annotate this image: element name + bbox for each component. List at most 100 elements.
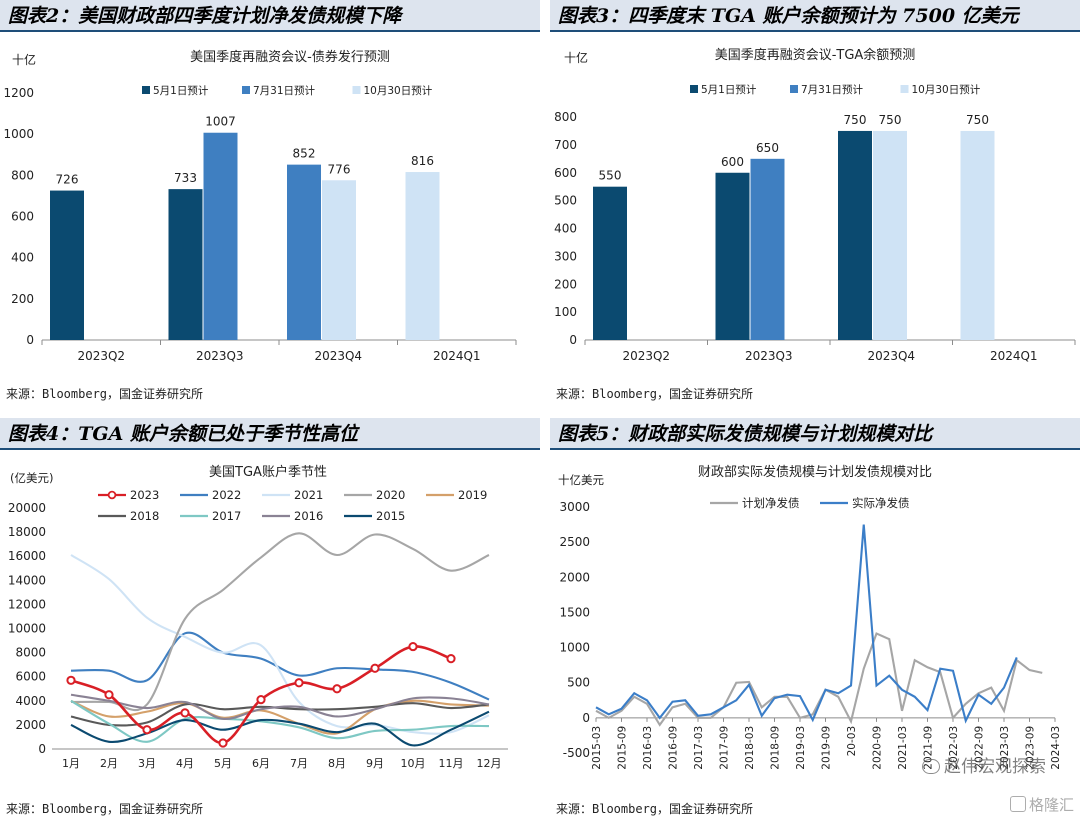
legend-label: 5月1日预计 xyxy=(153,84,209,97)
data-label: 776 xyxy=(328,162,351,176)
data-label: 650 xyxy=(756,141,779,155)
data-point xyxy=(332,684,342,694)
legend-label: 2015 xyxy=(376,509,405,523)
legend-label: 10月30日预计 xyxy=(912,83,981,96)
x-tick-label: 2月 xyxy=(100,757,118,770)
bar xyxy=(593,186,627,340)
legend-label: 计划净发债 xyxy=(742,496,800,510)
wechat-icon xyxy=(922,759,940,774)
y-tick-label: 1500 xyxy=(559,605,590,619)
y-tick-label: 800 xyxy=(11,168,34,182)
x-tick-label: 2024Q1 xyxy=(433,349,481,363)
chart-title: 美国季度再融资会议-TGA余额预测 xyxy=(715,47,916,63)
legend-swatch xyxy=(900,85,909,93)
y-tick-label: -500 xyxy=(563,746,590,760)
y-tick-label: 2500 xyxy=(559,535,590,549)
legend-marker xyxy=(107,490,117,500)
legend-label: 10月30日预计 xyxy=(364,84,433,97)
y-tick-label: 4000 xyxy=(15,694,46,708)
bar xyxy=(322,180,356,340)
unit-label: (亿美元) xyxy=(10,471,53,485)
legend-label: 2017 xyxy=(212,509,241,523)
x-tick-label: 2023-03 xyxy=(999,726,1011,770)
y-tick-label: 3000 xyxy=(559,500,590,514)
source-note: 来源：Bloomberg，国金证券研究所 xyxy=(556,387,754,401)
y-tick-label: 8000 xyxy=(15,646,46,660)
watermark: 赵伟宏观探索 xyxy=(922,752,1046,777)
x-tick-label: 6月 xyxy=(252,757,270,770)
x-tick-label: 2018-03 xyxy=(744,726,756,770)
x-tick-label: 4月 xyxy=(176,757,194,770)
chart-bond-issuance: 美国季度再融资会议-债券发行预测 十亿 5月1日预计 7月31日预计 10月30日预计 0… xyxy=(3,49,517,363)
x-tick-label: 9月 xyxy=(366,757,384,770)
data-point xyxy=(104,690,114,700)
data-label: 733 xyxy=(174,171,197,185)
y-tick-label: 0 xyxy=(582,711,590,725)
y-tick-label: 200 xyxy=(11,292,34,306)
x-tick-label: 2015-09 xyxy=(617,726,629,770)
y-tick-label: 500 xyxy=(554,194,577,208)
legend-swatch xyxy=(690,85,698,93)
y-tick-label: 1000 xyxy=(3,127,34,141)
legend-label: 实际净发债 xyxy=(852,496,910,510)
legend-label: 2022 xyxy=(212,488,241,502)
data-label: 726 xyxy=(56,173,79,187)
data-point xyxy=(370,663,380,673)
x-tick-label: 2016-09 xyxy=(668,726,680,770)
y-tick-label: 2000 xyxy=(15,718,46,732)
unit-label: 十亿 xyxy=(12,52,36,67)
y-tick-label: 10000 xyxy=(8,622,46,636)
series-line-2020 xyxy=(70,532,490,711)
data-point xyxy=(142,725,152,735)
legend-label: 2021 xyxy=(294,488,323,502)
legend-swatch xyxy=(142,86,150,94)
x-tick-label: 20-03 xyxy=(846,726,858,757)
x-tick-label: 2023-09 xyxy=(1025,726,1037,770)
unit-label: 十亿 xyxy=(564,50,588,65)
chart-tga-forecast: 美国季度再融资会议-TGA余额预测 十亿 5月1日预计 7月31日预计 10月30日预计… xyxy=(554,47,1076,363)
panel-figure-4: 图表4：TGA 账户余额已处于季节性高位 美国TGA账户季节性 (亿美元) 0 200… xyxy=(0,418,540,819)
y-tick-label: 18000 xyxy=(8,525,46,539)
panel-heading: 图表4：TGA 账户余额已处于季节性高位 xyxy=(0,418,540,450)
x-tick-label: 1月 xyxy=(62,757,80,770)
y-tick-label: 500 xyxy=(567,676,590,690)
bar xyxy=(750,158,785,340)
panel-heading: 图表5：财政部实际发债规模与计划规模对比 xyxy=(550,418,1080,450)
legend-label: 2018 xyxy=(130,509,159,523)
legend-label: 2023 xyxy=(130,488,159,502)
data-point xyxy=(408,641,418,652)
x-tick-label: 2021-09 xyxy=(923,726,935,770)
panel-heading: 图表2：美国财政部四季度计划净发债规模下降 xyxy=(0,0,540,32)
y-tick-label: 14000 xyxy=(8,573,46,587)
legend-label: 5月1日预计 xyxy=(701,83,757,96)
y-tick-label: 600 xyxy=(554,166,577,180)
y-tick-label: 100 xyxy=(554,305,577,319)
x-tick-label: 2023Q4 xyxy=(314,349,362,363)
y-tick-label: 700 xyxy=(554,138,577,152)
y-tick-label: 200 xyxy=(554,277,577,291)
x-tick-label: 2017-09 xyxy=(719,726,731,770)
y-tick-label: 300 xyxy=(554,249,577,263)
series-line-计划净发债 xyxy=(595,632,1043,727)
x-tick-label: 2023Q4 xyxy=(867,349,915,363)
data-label: 852 xyxy=(293,147,316,161)
chart-title: 美国TGA账户季节性 xyxy=(209,464,327,480)
x-tick-label: 2018-09 xyxy=(770,726,782,770)
chart-tga-seasonality: 美国TGA账户季节性 (亿美元) 0 2000 4000 6000 8000 10000 120… xyxy=(8,464,508,770)
source-note: 来源：Bloomberg，国金证券研究所 xyxy=(6,802,204,816)
chart-title: 财政部实际发债规模与计划发债规模对比 xyxy=(698,464,932,480)
x-tick-label: 2015-03 xyxy=(591,726,603,770)
data-label: 750 xyxy=(966,113,989,127)
unit-label: 十亿美元 xyxy=(558,473,604,487)
series-line-实际净发债 xyxy=(595,524,1018,724)
panel-figure-3: 图表3：四季度末 TGA 账户余额预计为 7500 亿美元 美国季度再融资会议-… xyxy=(550,0,1080,410)
x-tick-label: 2022-03 xyxy=(948,726,960,770)
series-line-2016 xyxy=(70,693,490,720)
x-tick-label: 2024Q1 xyxy=(990,349,1038,363)
bar xyxy=(873,130,907,340)
bar xyxy=(203,132,238,340)
series-line-2015 xyxy=(70,710,490,747)
x-tick-label: 2016-03 xyxy=(642,726,654,770)
legend-swatch xyxy=(352,86,361,94)
